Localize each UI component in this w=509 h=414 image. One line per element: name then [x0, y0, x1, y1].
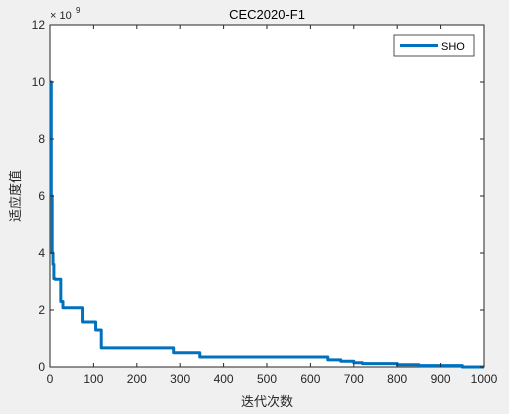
x-tick-label: 700 — [344, 372, 364, 386]
y-tick-label: 4 — [38, 246, 45, 260]
y-exponent-base: × 10 — [50, 10, 72, 22]
y-axis-label: 适应度值 — [8, 170, 24, 222]
y-tick-label: 12 — [32, 18, 46, 32]
x-tick-label: 400 — [214, 372, 234, 386]
y-tick-label: 6 — [38, 189, 45, 203]
chart-title: CEC2020-F1 — [229, 7, 305, 22]
y-tick-label: 0 — [38, 360, 45, 374]
y-tick-label: 10 — [32, 75, 46, 89]
x-tick-label: 200 — [127, 372, 147, 386]
y-tick-label: 2 — [38, 303, 45, 317]
line-layer — [49, 80, 484, 369]
plot-area — [49, 24, 485, 368]
x-tick-label: 900 — [431, 372, 451, 386]
x-tick-label: 0 — [47, 372, 54, 386]
x-tick-label: 600 — [300, 372, 320, 386]
tick-layer: 0 100 200 300 400 500 600 700 800 900 1000 0 2 4 6 8 10 1… — [32, 18, 498, 386]
legend-label-sho: SHO — [441, 41, 465, 53]
y-exponent-power: 9 — [76, 6, 81, 15]
x-tick-label: 1000 — [471, 372, 498, 386]
y-tick-label: 8 — [38, 132, 45, 146]
x-tick-label: 500 — [257, 372, 277, 386]
x-axis-label: 迭代次数 — [241, 394, 293, 410]
x-tick-label: 100 — [83, 372, 103, 386]
legend: SHO — [393, 34, 475, 57]
x-tick-label: 800 — [387, 372, 407, 386]
series-line-sho — [49, 80, 484, 369]
y-exponent-label: × 10 9 — [50, 6, 81, 22]
x-tick-label: 300 — [170, 372, 190, 386]
